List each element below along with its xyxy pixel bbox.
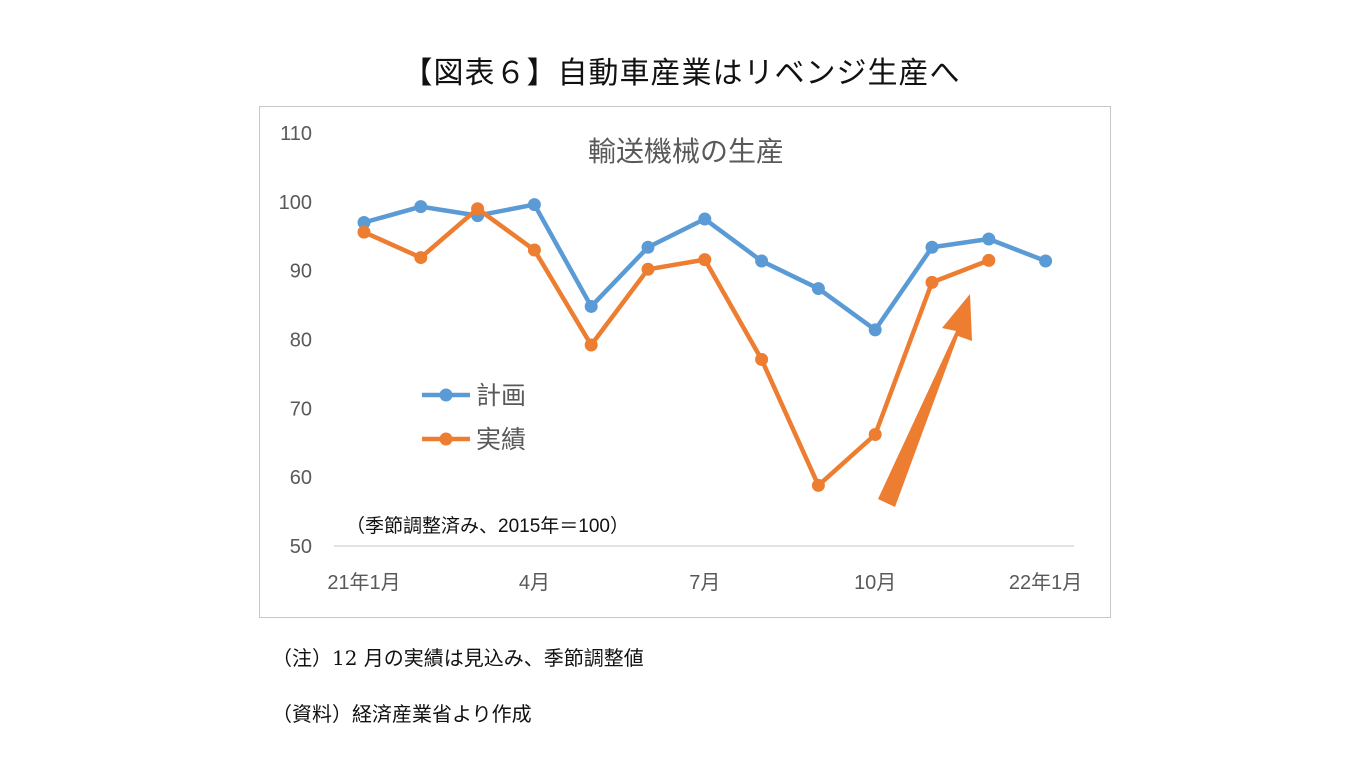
data-point-actual (527, 243, 541, 257)
data-point-actual (811, 478, 825, 492)
data-point-plan (357, 215, 371, 229)
data-point-actual (925, 275, 939, 289)
x-tick-label: 10月 (854, 572, 896, 594)
data-point-plan (982, 232, 996, 246)
data-point-plan (755, 254, 769, 268)
x-tick-label: 7月 (689, 572, 720, 594)
data-point-actual (414, 251, 428, 265)
data-point-actual (357, 225, 371, 239)
legend-swatch-marker (439, 388, 453, 402)
x-axis-ticks: 21年1月 4月 7月 10月 22年1月 (327, 571, 1082, 594)
data-point-actual (868, 427, 882, 441)
y-tick-label: 80 (290, 330, 312, 352)
data-point-plan (925, 240, 939, 254)
chart-title: 輸送機械の生産 (588, 136, 784, 167)
data-point-plan (811, 282, 825, 296)
footnote-note: （注）12 月の実績は見込み、季節調整値 (272, 646, 644, 670)
series-line-actual (361, 206, 992, 488)
data-point-actual (698, 253, 712, 267)
chart-frame (259, 106, 1111, 618)
footnote-source: （資料）経済産業省より作成 (272, 702, 532, 726)
y-tick-label: 110 (280, 123, 312, 145)
data-point-plan (641, 240, 655, 254)
y-tick-label: 60 (290, 467, 312, 489)
y-tick-label: 90 (290, 261, 312, 283)
legend-label: 計画 (476, 382, 526, 410)
data-point-plan (698, 212, 712, 226)
data-point-actual (755, 352, 769, 366)
y-tick-label: 70 (290, 398, 312, 420)
data-point-plan (868, 323, 882, 337)
y-tick-label: 50 (290, 536, 312, 558)
x-tick-label: 4月 (519, 572, 550, 594)
x-tick-label: 21年1月 (327, 571, 400, 594)
legend-label: 実績 (476, 426, 526, 454)
data-point-plan (1039, 254, 1053, 268)
data-point-actual (641, 262, 655, 276)
data-point-actual (471, 202, 485, 216)
y-tick-label: 100 (279, 192, 312, 214)
upward-trend-arrow (878, 294, 972, 507)
data-point-actual (982, 253, 996, 267)
data-point-plan (414, 200, 428, 214)
figure-title: 【図表６】自動車産業はリベンジ生産へ (402, 56, 961, 91)
data-point-plan (527, 198, 541, 212)
y-axis-ticks: 110 100 90 80 70 60 50 (279, 123, 312, 558)
legend-swatch-marker (439, 432, 453, 446)
chart-annotation: （季節調整済み、2015年＝100） (346, 515, 629, 537)
x-tick-label: 22年1月 (1009, 571, 1082, 594)
series-layer (357, 198, 1053, 492)
data-point-plan (584, 299, 598, 313)
data-point-actual (584, 338, 598, 352)
